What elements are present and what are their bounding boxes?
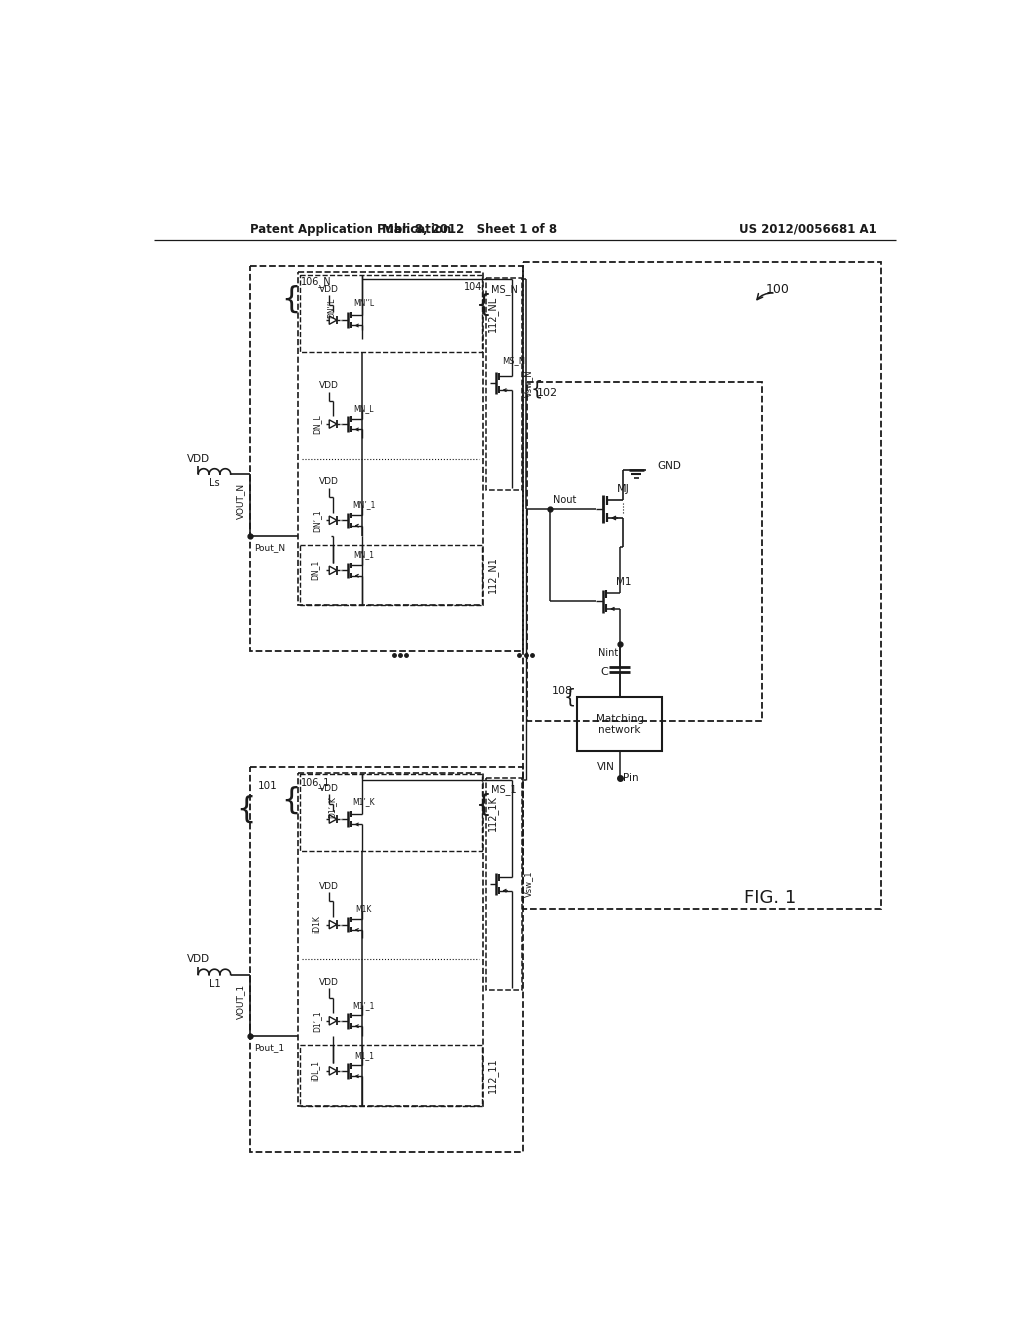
- Text: MJ: MJ: [616, 484, 630, 495]
- Text: {: {: [237, 795, 256, 824]
- Text: L1: L1: [209, 979, 220, 989]
- Text: MN'’L: MN'’L: [353, 298, 375, 308]
- Text: 112_1K: 112_1K: [487, 795, 498, 830]
- Text: VDD: VDD: [319, 381, 339, 389]
- Text: DN’_1: DN’_1: [312, 510, 322, 532]
- Text: MN_1: MN_1: [353, 550, 375, 560]
- Bar: [300, 545, 481, 605]
- Text: {: {: [476, 293, 492, 317]
- Text: D1’_K: D1’_K: [327, 796, 336, 817]
- Text: MN_L: MN_L: [353, 404, 374, 413]
- Bar: [300, 1045, 481, 1105]
- Text: VDD: VDD: [319, 882, 339, 891]
- Text: {: {: [476, 793, 492, 817]
- Text: VDD: VDD: [186, 954, 210, 964]
- Text: {: {: [563, 688, 575, 708]
- Text: MS_N: MS_N: [502, 355, 525, 364]
- Bar: [523, 263, 882, 909]
- Text: Nout: Nout: [553, 495, 575, 504]
- Text: 101: 101: [258, 781, 278, 791]
- Bar: [486, 779, 521, 990]
- Text: M1K: M1K: [355, 904, 372, 913]
- Text: 108: 108: [552, 686, 573, 696]
- Text: D1’_1: D1’_1: [312, 1010, 322, 1032]
- Text: M1’_K: M1’_K: [352, 797, 375, 807]
- Text: Patent Application Publication: Patent Application Publication: [250, 223, 452, 236]
- Text: GND: GND: [657, 462, 681, 471]
- Text: Vsw_N: Vsw_N: [524, 370, 534, 397]
- Text: 106_N: 106_N: [301, 276, 332, 286]
- Bar: [298, 272, 483, 605]
- Text: C: C: [600, 667, 608, 677]
- Text: VDD: VDD: [319, 978, 339, 987]
- Bar: [527, 381, 762, 721]
- Text: VOUT_N: VOUT_N: [237, 483, 245, 519]
- Text: VOUT_1: VOUT_1: [237, 983, 245, 1019]
- Text: VDD: VDD: [186, 454, 210, 463]
- Text: MS_N: MS_N: [490, 284, 517, 294]
- Text: MS_1: MS_1: [492, 784, 517, 795]
- Text: Vsw_1: Vsw_1: [524, 870, 534, 898]
- Text: {: {: [530, 379, 544, 399]
- Text: Ls: Ls: [209, 478, 220, 488]
- Text: {: {: [281, 785, 300, 814]
- Text: M1’_1: M1’_1: [352, 1001, 375, 1010]
- Text: 112_N1: 112_N1: [487, 557, 498, 594]
- Bar: [250, 767, 523, 1151]
- Bar: [300, 775, 481, 851]
- Text: MN’_1: MN’_1: [352, 500, 376, 510]
- Text: FIG. 1: FIG. 1: [743, 888, 796, 907]
- Text: Pout_1: Pout_1: [254, 1043, 284, 1052]
- Text: 104: 104: [464, 282, 482, 292]
- Text: Pin: Pin: [624, 774, 639, 783]
- Text: DN'’L: DN'’L: [327, 297, 336, 318]
- Text: DN_1: DN_1: [310, 560, 319, 581]
- Text: VDD: VDD: [319, 784, 339, 793]
- Text: {: {: [281, 285, 300, 314]
- Text: Matching
network: Matching network: [596, 714, 643, 735]
- Text: VDD: VDD: [319, 478, 339, 486]
- Text: VDD: VDD: [319, 285, 339, 294]
- Bar: [250, 267, 523, 651]
- Text: iDL_1: iDL_1: [310, 1060, 319, 1081]
- Text: 100: 100: [765, 282, 790, 296]
- Text: Nint: Nint: [598, 648, 618, 657]
- Text: VIN: VIN: [597, 762, 614, 772]
- Text: DN_L: DN_L: [312, 414, 322, 434]
- Text: M1: M1: [615, 577, 631, 587]
- Bar: [300, 276, 481, 352]
- Bar: [578, 697, 662, 751]
- Text: iD1K: iD1K: [312, 916, 322, 933]
- Text: Mar. 8, 2012   Sheet 1 of 8: Mar. 8, 2012 Sheet 1 of 8: [382, 223, 557, 236]
- Text: 106_1: 106_1: [301, 776, 330, 788]
- Text: M1_1: M1_1: [354, 1051, 374, 1060]
- Text: US 2012/0056681 A1: US 2012/0056681 A1: [739, 223, 877, 236]
- Text: 112_NL: 112_NL: [487, 296, 498, 333]
- Text: Pout_N: Pout_N: [254, 543, 285, 552]
- Text: 102: 102: [538, 388, 558, 399]
- Text: 112_11: 112_11: [487, 1057, 498, 1093]
- Bar: [486, 277, 521, 490]
- Bar: [298, 774, 483, 1106]
